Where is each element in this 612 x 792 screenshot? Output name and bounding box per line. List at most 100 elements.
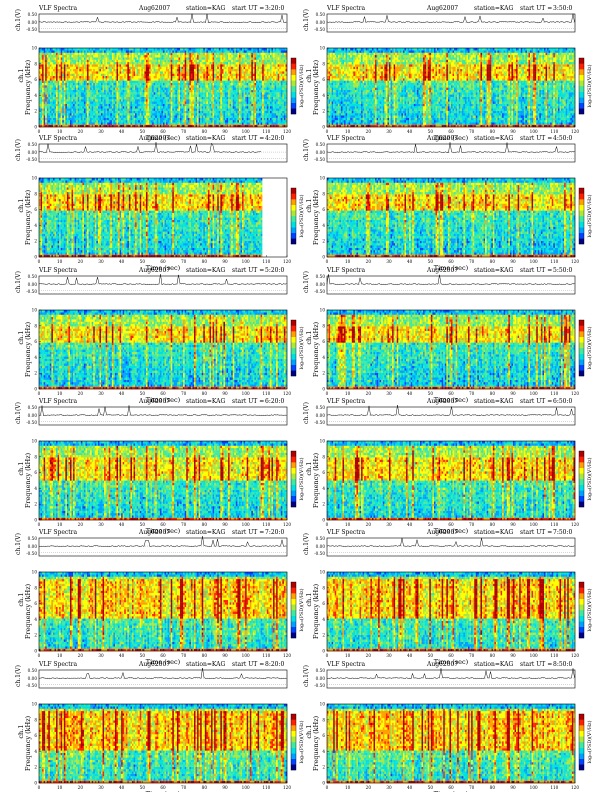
spectrogram-cell [48, 50, 50, 52]
spectrogram-cell [58, 62, 60, 64]
spectrogram-cell [59, 113, 61, 115]
spectrogram-cell [51, 104, 53, 106]
spectrogram-cell [47, 69, 49, 71]
spectrogram-cell [67, 67, 69, 69]
spectrogram-cell [42, 120, 44, 122]
spectrogram-cell [45, 118, 47, 120]
spectrogram-cell [67, 113, 69, 115]
spectrogram-cell [58, 118, 60, 120]
spectrogram-cell [55, 67, 57, 69]
spectrogram-cell [64, 50, 66, 52]
spectrogram-cell [59, 69, 61, 71]
spectrogram-cell [68, 113, 70, 115]
panel-start-time: 3:20:0 [265, 5, 284, 12]
spectrogram-cell [47, 118, 49, 120]
spectrogram-cell [42, 88, 44, 90]
spectrogram-cell [47, 55, 49, 57]
spectrogram-cell [55, 48, 57, 50]
spectrogram-cell [67, 81, 69, 83]
spectrogram-cell [68, 118, 70, 120]
spectrogram-cell [58, 69, 60, 71]
spectrogram-cell [50, 106, 52, 108]
spectrogram-cell [64, 74, 66, 76]
spectrogram-cell [70, 120, 72, 122]
spectrogram-cell [59, 57, 61, 59]
spectrogram-cell [42, 64, 44, 66]
panel-date-label: Aug62007 [138, 5, 170, 12]
spectrogram-cell [58, 108, 60, 110]
spectrogram-cell [42, 97, 44, 99]
spectrogram-cell [44, 50, 46, 52]
spectrogram-cell [68, 53, 70, 55]
spectrogram-cell [56, 83, 58, 85]
spectrogram-cell [65, 122, 67, 124]
spectrogram-cell [44, 99, 46, 101]
spectrogram-cell [67, 60, 69, 62]
spectrogram-cell [53, 74, 55, 76]
spectrogram-cell [64, 62, 66, 64]
spectrogram-cell [61, 120, 63, 122]
spectrogram-cell [47, 67, 49, 69]
spectrogram-cell [61, 55, 63, 57]
spectrogram-cell [67, 71, 69, 73]
spectrogram-cell [62, 83, 64, 85]
spectrogram-cell [65, 92, 67, 94]
spectrogram-cell [48, 115, 50, 117]
spectrogram-cell [51, 76, 53, 78]
spectrogram-cell [56, 108, 58, 110]
spectrogram-cell [61, 57, 63, 59]
spectrogram-cell [68, 92, 70, 94]
spectrogram-cell [41, 88, 43, 90]
spectrogram-cell [65, 60, 67, 62]
spectrogram-cell [56, 50, 58, 52]
spectrogram-cell [70, 67, 72, 69]
spectrogram-cell [67, 104, 69, 106]
spectrogram-cell [70, 99, 72, 101]
spectrogram-cell [56, 74, 58, 76]
spectrogram-cell [65, 50, 67, 52]
spectrogram-cell [62, 101, 64, 103]
spectrogram-cell [64, 53, 66, 55]
spectrogram-cell [50, 120, 52, 122]
spectrogram-cell [47, 48, 49, 50]
spectrogram-cell [56, 62, 58, 64]
spectrogram-cell [47, 76, 49, 78]
spectrogram-cell [55, 106, 57, 108]
spectrogram-cell [62, 67, 64, 69]
spectrogram-cell [58, 55, 60, 57]
spectrogram-cell [55, 69, 57, 71]
spectrogram-cell [56, 97, 58, 99]
spectrogram-cell [59, 85, 61, 87]
spectrogram-cell [67, 92, 69, 94]
spectrogram-cell [61, 69, 63, 71]
amplitude-axis-label: ch.1(V) [15, 9, 22, 31]
spectrogram-cell [51, 74, 53, 76]
spectrogram-cell [58, 88, 60, 90]
spectrogram-cell [64, 85, 66, 87]
spectrogram-cell [51, 108, 53, 110]
spectrogram-cell [68, 67, 70, 69]
spectrogram-cell [51, 90, 53, 92]
spectrogram-cell [58, 113, 60, 115]
spectrogram-cell [65, 108, 67, 110]
spectrogram-cell [65, 113, 67, 115]
spectrogram-cell [61, 48, 63, 50]
spectrogram-cell [64, 48, 66, 50]
spectrogram-cell [62, 92, 64, 94]
spectrogram-cell [68, 104, 70, 106]
spectrogram-cell [53, 106, 55, 108]
spectrogram-cell [42, 55, 44, 57]
spectrogram-cell [59, 122, 61, 124]
spectrogram-cell [41, 113, 43, 115]
spectrogram-cell [64, 113, 66, 115]
spectrogram-cell [41, 108, 43, 110]
spectrogram-cell [41, 99, 43, 101]
spectrogram-cell [55, 90, 57, 92]
spectrogram-cell [70, 106, 72, 108]
spectrogram-cell [44, 94, 46, 96]
spectrogram-cell [59, 90, 61, 92]
spectrogram-cell [68, 78, 70, 80]
spectrogram-cell [67, 120, 69, 122]
spectrogram-cell [67, 50, 69, 52]
spectrogram-cell [53, 85, 55, 87]
